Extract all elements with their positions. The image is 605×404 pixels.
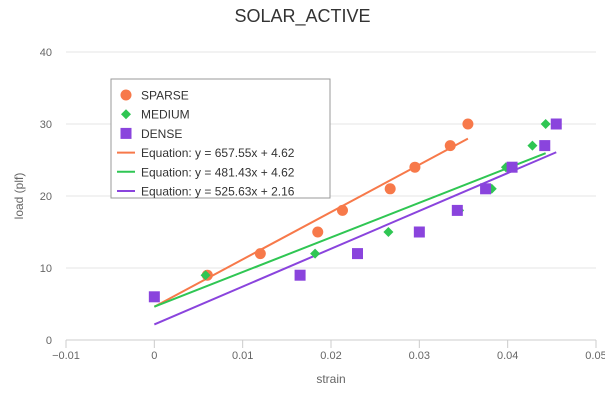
y-tick-label: 40 — [40, 47, 52, 59]
data-point-dense — [539, 140, 551, 152]
legend-marker-medium — [121, 109, 131, 120]
y-tick-label: 0 — [46, 335, 52, 347]
legend-marker-sparse — [120, 89, 132, 101]
data-point-sparse — [444, 140, 456, 152]
legend-label: DENSE — [141, 127, 182, 141]
data-point-dense — [352, 248, 363, 260]
chart-title: SOLAR_ACTIVE — [234, 6, 371, 26]
x-axis-title: strain — [316, 372, 345, 386]
trendline-2 — [153, 152, 547, 308]
x-tick-label: 0 — [151, 350, 157, 362]
data-point-sparse — [336, 204, 348, 216]
data-point-dense — [294, 269, 306, 281]
data-point-sparse — [254, 248, 266, 260]
y-tick-label: 30 — [40, 119, 52, 131]
data-point-dense — [148, 291, 160, 303]
data-point-sparse — [462, 118, 474, 130]
x-tick-label: −0.01 — [52, 350, 80, 362]
data-point-medium — [527, 140, 538, 151]
x-tick-label: 0.03 — [409, 350, 430, 362]
data-point-dense — [506, 161, 518, 173]
data-point-sparse — [409, 161, 421, 173]
y-tick-label: 10 — [40, 263, 52, 275]
data-point-sparse — [312, 226, 324, 238]
x-tick-label: 0.04 — [497, 350, 518, 362]
trendline-3 — [153, 151, 557, 326]
data-point-sparse — [384, 183, 396, 195]
data-point-medium — [310, 248, 321, 259]
legend-label: Equation: y = 481.43x + 4.62 — [141, 165, 295, 179]
legend-box — [110, 78, 331, 199]
data-point-dense — [451, 204, 463, 216]
data-point-medium — [200, 270, 211, 281]
x-tick-label: 0.01 — [232, 350, 253, 362]
data-point-dense — [480, 183, 492, 195]
data-point-medium — [383, 227, 394, 237]
y-axis-title: load (plf) — [12, 173, 26, 220]
y-tick-label: 20 — [40, 191, 52, 203]
legend: SPARSE MEDIUM DENSE Equation: y = 657.55x +… — [110, 78, 331, 199]
legend-label: MEDIUM — [141, 108, 190, 122]
data-point-dense — [550, 118, 562, 130]
legend-label: Equation: y = 657.55x + 4.62 — [141, 146, 295, 160]
data-point-dense — [413, 226, 425, 238]
legend-marker-dense — [120, 127, 132, 139]
data-point-medium — [540, 119, 551, 129]
legend-label: SPARSE — [141, 89, 189, 103]
x-tick-label: 0.05 — [585, 350, 605, 362]
legend-label: Equation: y = 525.63x + 2.16 — [141, 185, 295, 199]
data-points — [148, 118, 562, 303]
x-tick-label: 0.02 — [320, 350, 341, 362]
